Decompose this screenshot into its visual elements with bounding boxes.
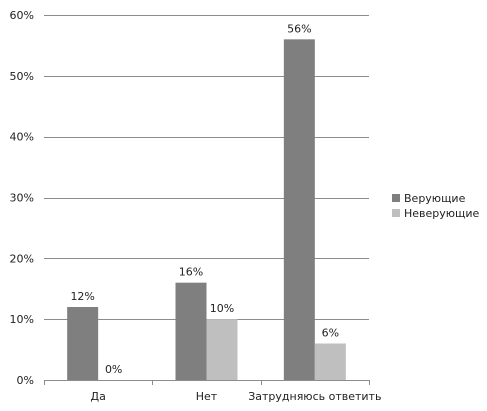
x-tick-label: Да bbox=[90, 390, 105, 403]
bar-верующие-3 bbox=[283, 39, 315, 380]
bar-верующие-1 bbox=[67, 307, 99, 380]
legend: Верующие Неверующие bbox=[392, 192, 480, 220]
y-tick-label: 60% bbox=[10, 9, 34, 22]
y-tick-label: 40% bbox=[10, 131, 34, 144]
bar-неверующие-2 bbox=[206, 319, 238, 380]
legend-label-верующие: Верующие bbox=[404, 192, 466, 205]
data-label-неверующие-1: 0% bbox=[105, 363, 122, 376]
y-axis-tick-labels: 0% 10% 20% 30% 40% 50% 60% bbox=[10, 9, 34, 387]
x-tick-label: Затрудняюсь ответить bbox=[248, 390, 381, 403]
legend-swatch-неверующие bbox=[392, 209, 400, 217]
bar-верующие-2 bbox=[175, 282, 207, 380]
gridlines bbox=[44, 15, 369, 320]
legend-swatch-верующие bbox=[392, 194, 400, 202]
data-label-неверующие-3: 6% bbox=[322, 327, 339, 340]
y-tick-label: 30% bbox=[10, 192, 34, 205]
y-tick-label: 10% bbox=[10, 313, 34, 326]
data-labels: 12% 16% 56% 0% 10% 6% bbox=[70, 22, 339, 376]
data-label-неверующие-2: 10% bbox=[210, 302, 234, 315]
data-label-верующие-2: 16% bbox=[179, 266, 203, 279]
y-tick-label: 50% bbox=[10, 70, 34, 83]
data-label-верующие-1: 12% bbox=[70, 290, 94, 303]
y-tick-label: 0% bbox=[17, 374, 34, 387]
data-label-верующие-3: 56% bbox=[287, 22, 311, 35]
legend-label-неверующие: Неверующие bbox=[404, 207, 480, 220]
x-axis bbox=[44, 380, 370, 385]
x-axis-tick-labels: Да Нет Затрудняюсь ответить bbox=[90, 390, 381, 403]
bar-неверующие-3 bbox=[314, 343, 346, 380]
y-tick-label: 20% bbox=[10, 252, 34, 265]
bars bbox=[67, 39, 346, 380]
x-tick-label: Нет bbox=[196, 390, 218, 403]
